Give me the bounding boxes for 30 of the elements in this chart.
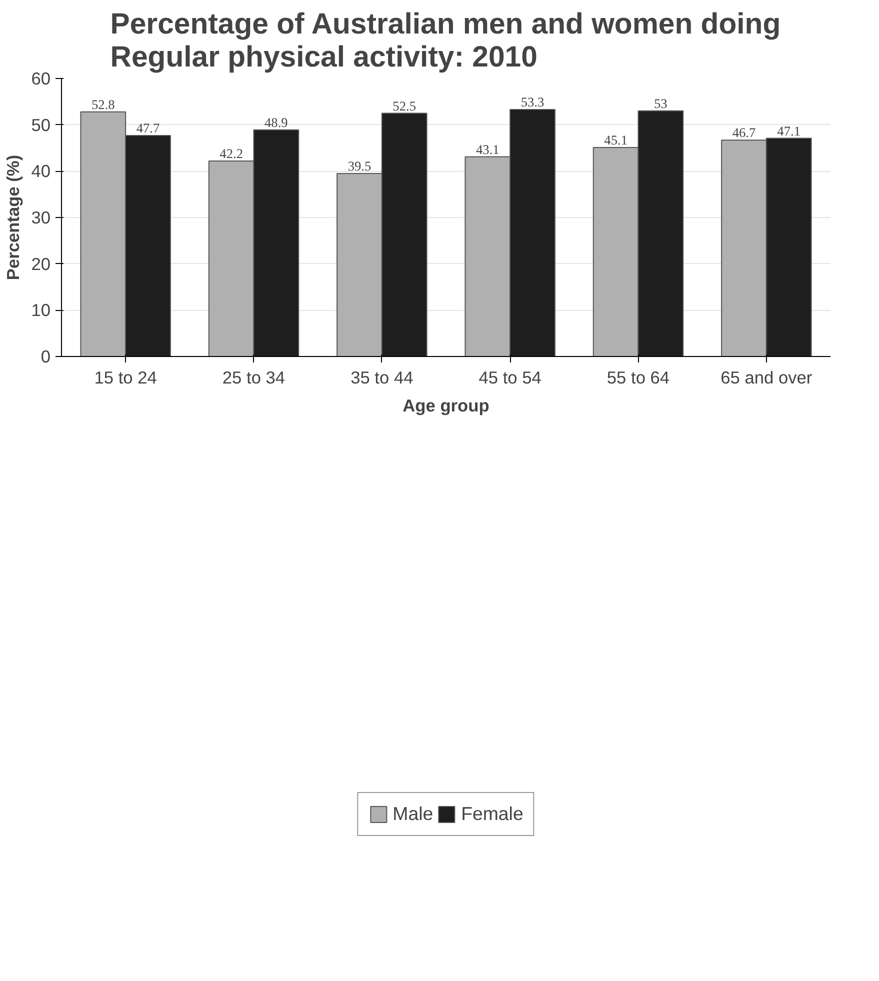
data-label: 53.3	[520, 94, 545, 110]
legend-label: Male	[392, 802, 434, 824]
y-tick-label: 40	[31, 161, 51, 182]
y-tick-label: 60	[31, 68, 51, 88]
y-tick-label: 10	[31, 300, 51, 320]
y-axis-title: Percentage (%)	[3, 154, 24, 280]
y-tick-label: 50	[31, 114, 51, 135]
data-label: 52.5	[392, 98, 416, 114]
data-label: 53	[654, 96, 668, 111]
x-tick-label: 45 to 54	[478, 368, 542, 388]
chart-title: Percentage of Australian men and women doing Regular physical activity: 2010	[110, 8, 781, 74]
data-label: 47.7	[136, 120, 160, 136]
data-label: 43.1	[476, 142, 500, 157]
data-label: 52.8	[91, 96, 116, 112]
data-label: 46.7	[732, 125, 756, 140]
data-label: 42.2	[220, 146, 243, 161]
data-label: 48.9	[264, 114, 288, 130]
y-tick-label: 0	[40, 346, 51, 366]
x-tick-label: 35 to 44	[350, 368, 414, 388]
x-axis-title: Age group	[402, 396, 490, 416]
x-tick-label: 65 and over	[720, 368, 812, 388]
data-label: 47.1	[777, 123, 801, 138]
x-tick-label: 15 to 24	[94, 368, 158, 388]
data-label: 39.5	[348, 158, 372, 174]
data-label: 45.1	[604, 132, 628, 148]
legend-label: Female	[461, 802, 524, 824]
x-tick-label: 55 to 64	[606, 368, 670, 388]
x-tick-label: 25 to 34	[222, 368, 286, 388]
y-tick-label: 30	[31, 208, 51, 228]
y-tick-label: 20	[31, 254, 51, 274]
